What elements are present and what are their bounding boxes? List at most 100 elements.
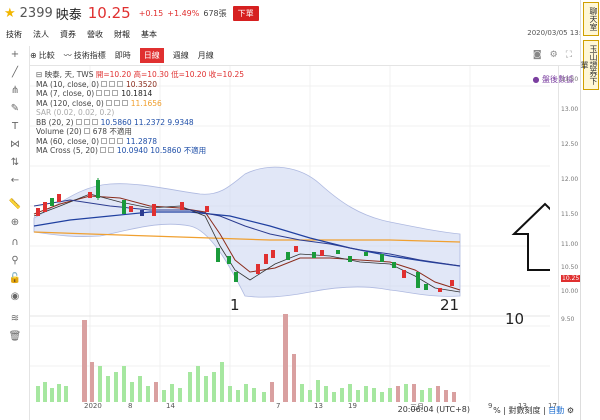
quote-header: ★ 2399 映泰 10.25 +0.15 +1.49% 678張 下單 bbox=[0, 0, 580, 26]
settings-small-icon[interactable]: ⚙ bbox=[566, 406, 574, 415]
x-tick: 7 bbox=[276, 402, 281, 410]
log-scale-button[interactable]: 對數刻度 bbox=[508, 406, 541, 415]
legend-volume: Volume (20) bbox=[36, 127, 82, 136]
text-tool-icon[interactable]: T bbox=[11, 121, 19, 132]
brush-icon[interactable]: ✎ bbox=[10, 103, 20, 114]
price-tick: 12.50 bbox=[561, 141, 579, 148]
legend-toggle[interactable] bbox=[109, 137, 116, 144]
legend-toggle[interactable] bbox=[99, 147, 106, 153]
legend-toggle[interactable] bbox=[117, 80, 124, 87]
legend-toggle[interactable] bbox=[91, 118, 98, 125]
legend-ma60-value: 11.2878 bbox=[126, 136, 158, 146]
price-tick: 11.00 bbox=[561, 241, 579, 248]
chart-toolbar: ⊕ 比較 〰技術指標 即時 日線 週線 月線 ◙ ⚙ ⛶ bbox=[30, 46, 580, 66]
settings-icon[interactable]: ⚙ bbox=[549, 50, 558, 60]
right-sidebar: 聊天室 玉山證券下單 bbox=[580, 0, 600, 420]
tab-margin[interactable]: 資券 bbox=[60, 29, 76, 39]
tab-technical[interactable]: 技術 bbox=[6, 29, 22, 39]
legend-toggle[interactable] bbox=[107, 147, 114, 153]
magnet-icon[interactable]: ∩ bbox=[11, 237, 19, 248]
legend-toggle[interactable] bbox=[113, 99, 120, 106]
tab-financials[interactable]: 財報 bbox=[114, 29, 130, 39]
legend-toggle[interactable] bbox=[101, 137, 108, 144]
legend-toggle[interactable] bbox=[101, 80, 108, 87]
camera-icon[interactable]: ◙ bbox=[532, 50, 542, 60]
candles bbox=[36, 178, 454, 292]
legend-ma120: MA (120, close, 0) bbox=[36, 98, 104, 108]
pitchfork-icon[interactable]: ⋔ bbox=[10, 85, 20, 96]
pattern-icon[interactable]: ⋈ bbox=[10, 139, 20, 150]
drawing-toolbar: + ╱ ⋔ ✎ T ⋈ ⇅ ← 📏 ⊕ ∩ ⚲ 🔓 ◉ ≋ 🗑 bbox=[0, 46, 30, 420]
legend-cross: MA Cross (5, 20) bbox=[36, 146, 98, 155]
legend-cross-na: 不適用 bbox=[183, 146, 207, 155]
compare-button[interactable]: ⊕ 比較 bbox=[30, 50, 55, 61]
ma-cross-line bbox=[33, 199, 461, 267]
legend-toggle[interactable] bbox=[109, 80, 116, 87]
clock-readout: 20:06:04 (UTC+8) bbox=[397, 405, 470, 414]
lock-draw-icon[interactable]: ⚲ bbox=[11, 255, 19, 266]
x-tick: 13 bbox=[314, 402, 323, 410]
percent-scale-button[interactable]: % bbox=[493, 406, 501, 415]
interval-intraday[interactable]: 即時 bbox=[114, 51, 131, 60]
tab-basic[interactable]: 基本 bbox=[141, 29, 157, 39]
current-price-tag: 10.25 bbox=[561, 275, 581, 282]
interval-daily[interactable]: 日線 bbox=[139, 48, 164, 63]
indicator-legend: ⊟ 映泰, 天, TWS 開=10.20 高=10.30 低=10.20 收=1… bbox=[36, 70, 244, 156]
legend-ma7-value: 10.1814 bbox=[121, 89, 153, 98]
x-tick: 17 bbox=[548, 402, 557, 410]
legend-toggle[interactable] bbox=[112, 90, 119, 96]
time-axis[interactable]: 2020 8 14 7 13 19 三月 9 13 17 20:06:04 (U… bbox=[30, 402, 580, 420]
crosshair-icon[interactable]: + bbox=[10, 49, 20, 60]
price-tick: 12.00 bbox=[561, 176, 579, 183]
legend-toggle[interactable] bbox=[83, 128, 90, 134]
legend-toggle[interactable] bbox=[96, 90, 103, 96]
legend-toggle[interactable] bbox=[105, 99, 112, 106]
legend-toggle[interactable] bbox=[104, 90, 111, 96]
legend-collapse-icon[interactable]: ⊟ bbox=[36, 70, 45, 79]
measure-icon[interactable]: ⇅ bbox=[10, 157, 20, 168]
chatroom-button[interactable]: 聊天室 bbox=[583, 2, 599, 36]
ma60-line bbox=[33, 211, 461, 267]
legend-toggle[interactable] bbox=[75, 118, 82, 125]
fullscreen-icon[interactable]: ⛶ bbox=[565, 50, 572, 60]
zoom-in-icon[interactable]: ⊕ bbox=[10, 217, 20, 228]
back-arrow-icon[interactable]: ← bbox=[10, 175, 20, 186]
price-tick: 13.00 bbox=[561, 106, 579, 113]
bollinger-band bbox=[33, 166, 461, 298]
tab-institutional[interactable]: 法人 bbox=[33, 29, 49, 39]
indicators-button[interactable]: 〰技術指標 bbox=[64, 50, 106, 61]
legend-toggle[interactable] bbox=[121, 99, 128, 106]
x-tick: 13 bbox=[518, 402, 527, 410]
stock-code: 2399 bbox=[19, 5, 53, 21]
legend-ma120-value: 11.1656 bbox=[130, 98, 162, 108]
legend-toggle[interactable] bbox=[83, 118, 90, 125]
legend-bb-values: 10.5860 11.2372 9.9348 bbox=[100, 117, 194, 127]
legend-volume-value: 678 bbox=[92, 127, 108, 136]
auto-scale-button[interactable]: 自動 bbox=[548, 406, 565, 415]
annotation-one: 1 bbox=[230, 296, 240, 314]
legend-toggle[interactable] bbox=[117, 137, 124, 144]
interval-monthly[interactable]: 月線 bbox=[197, 51, 214, 60]
annotation-twentyone: 21 bbox=[440, 296, 460, 314]
order-button[interactable]: 下單 bbox=[232, 5, 259, 21]
compare-label: 比較 bbox=[38, 51, 55, 60]
eye-icon[interactable]: ◉ bbox=[10, 291, 20, 302]
layers-icon[interactable]: ≋ bbox=[10, 313, 20, 324]
price-change-pct: +1.49% bbox=[167, 8, 200, 18]
price-tick: 13.50 bbox=[561, 76, 579, 83]
trendline-icon[interactable]: ╱ bbox=[11, 67, 19, 78]
legend-cross-values: 10.0940 10.5860 bbox=[116, 146, 182, 155]
last-price: 10.25 bbox=[87, 4, 131, 22]
price-chart[interactable] bbox=[30, 66, 550, 410]
tab-revenue[interactable]: 營收 bbox=[87, 29, 103, 39]
toolbar-right: ◙ ⚙ ⛶ bbox=[533, 50, 572, 60]
interval-weekly[interactable]: 週線 bbox=[172, 51, 189, 60]
trash-icon[interactable]: 🗑 bbox=[8, 331, 22, 342]
unlock-icon[interactable]: 🔓 bbox=[8, 273, 22, 284]
legend-volume-na: 不適用 bbox=[109, 127, 132, 136]
price-axis[interactable]: 13.50 13.00 12.50 12.00 11.50 11.00 10.5… bbox=[558, 66, 581, 410]
ruler-icon[interactable]: 📏 bbox=[8, 199, 22, 210]
favorite-star-icon[interactable]: ★ bbox=[4, 5, 16, 21]
broker-order-button[interactable]: 玉山證券下單 bbox=[580, 40, 599, 90]
